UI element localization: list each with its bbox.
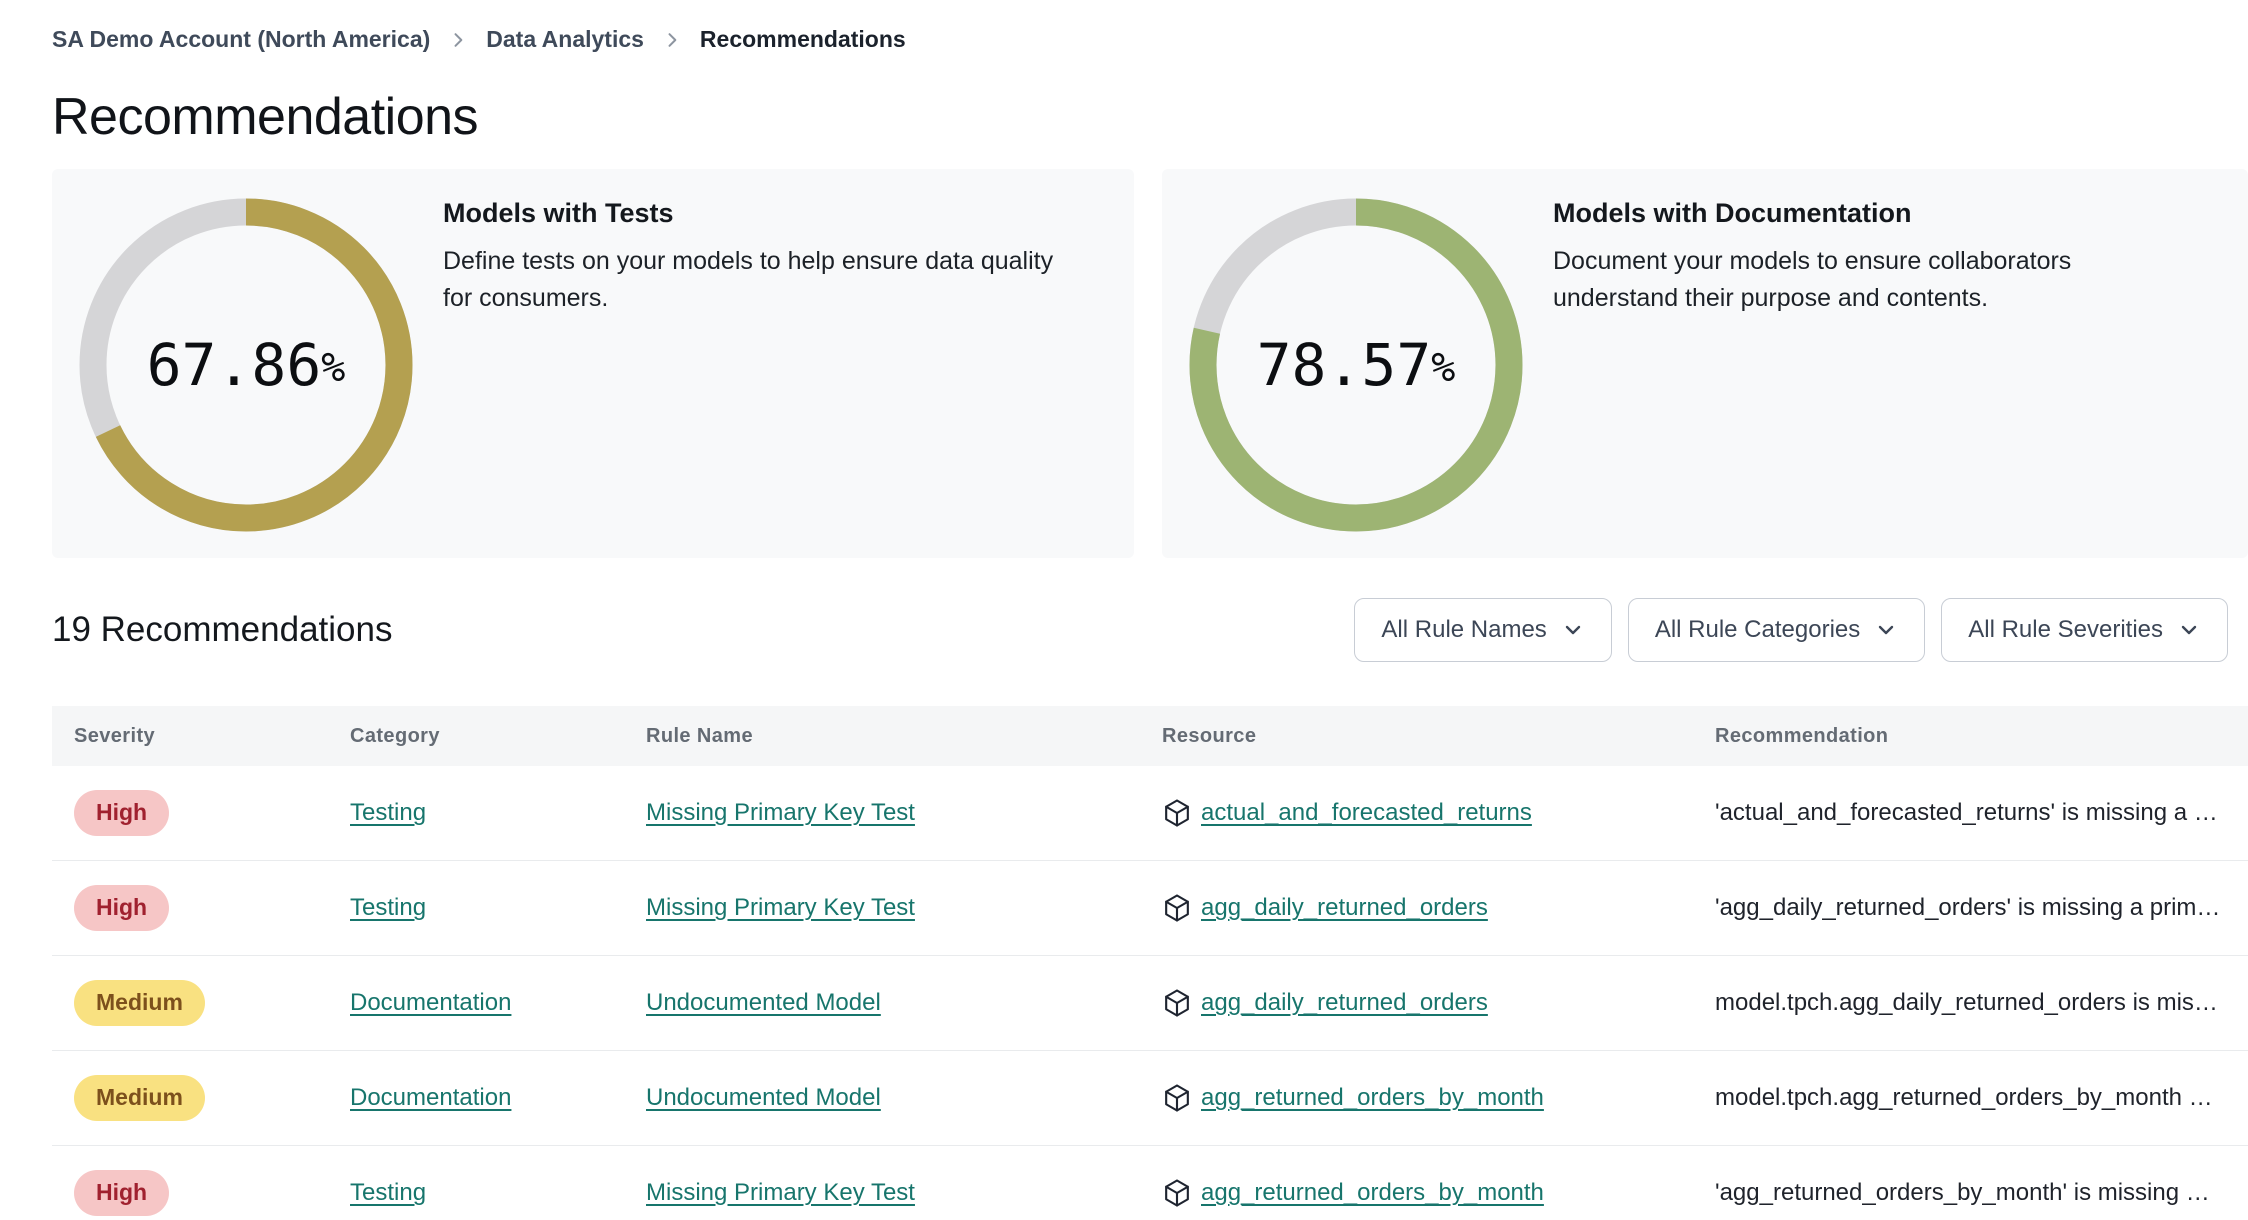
- category-link[interactable]: Testing: [350, 894, 427, 921]
- severity-badge: High: [74, 790, 170, 836]
- documentation-donut-chart: 78.57%: [1186, 195, 1526, 535]
- page-title: Recommendations: [52, 88, 479, 146]
- metric-card-models-with-documentation: 78.57% Models with Documentation Documen…: [1162, 169, 2248, 558]
- chevron-right-icon: [448, 30, 468, 50]
- rule-severities-filter-dropdown[interactable]: All Rule Severities: [1941, 598, 2228, 662]
- column-header-resource: Resource: [1162, 724, 1257, 747]
- tests-donut-chart: 67.86%: [76, 195, 416, 535]
- resource-link[interactable]: agg_returned_orders_by_month: [1201, 1084, 1544, 1111]
- rule-name-link[interactable]: Missing Primary Key Test: [646, 799, 915, 826]
- chevron-down-icon: [1879, 625, 1894, 635]
- card-title-models-with-documentation: Models with Documentation: [1553, 198, 1912, 228]
- card-description: Document your models to ensure collabora…: [1553, 247, 2072, 312]
- rule-name-link[interactable]: Missing Primary Key Test: [646, 1179, 915, 1206]
- breadcrumb: SA Demo Account (North America) Data Ana…: [52, 0, 2248, 53]
- column-header-severity: Severity: [74, 724, 156, 747]
- resource-link[interactable]: actual_and_forecasted_returns: [1201, 799, 1532, 826]
- rule-categories-filter-dropdown[interactable]: All Rule Categories: [1627, 598, 1926, 662]
- rule-names-filter-dropdown[interactable]: All Rule Names: [1354, 598, 1612, 662]
- model-cube-icon: [1165, 1084, 1189, 1112]
- chevron-down-icon: [2181, 625, 2197, 635]
- column-header-category: Category: [350, 724, 440, 747]
- recommendation-text: 'actual_and_forecasted_returns' is missi…: [1715, 799, 2218, 826]
- card-description: Define tests on your models to help ensu…: [443, 247, 1054, 312]
- category-link[interactable]: Documentation: [350, 1084, 512, 1111]
- table-body: High Testing Missing Primary Key Test actua…: [52, 766, 2248, 1220]
- card-title-models-with-tests: Models with Tests: [443, 198, 674, 228]
- category-link[interactable]: Documentation: [350, 989, 512, 1016]
- severity-badge: Medium: [74, 980, 205, 1026]
- column-header-recommendation: Recommendation: [1715, 724, 1889, 747]
- resource-link[interactable]: agg_returned_orders_by_month: [1201, 1179, 1544, 1206]
- category-link[interactable]: Testing: [350, 799, 427, 826]
- tests-percentage: 67.86%: [146, 331, 346, 399]
- model-cube-icon: [1165, 894, 1189, 922]
- chevron-down-icon: [1565, 625, 1581, 635]
- severity-badge: High: [74, 885, 170, 931]
- model-cube-icon: [1165, 799, 1189, 827]
- table-row: High Testing Missing Primary Key Test agg_d…: [52, 861, 2248, 956]
- recommendation-text: 'agg_daily_returned_orders' is missing a…: [1715, 894, 2221, 921]
- category-link[interactable]: Testing: [350, 1179, 427, 1206]
- breadcrumb-current: Recommendations: [699, 26, 906, 52]
- resource-link[interactable]: agg_daily_returned_orders: [1201, 894, 1488, 921]
- table-row: Medium Documentation Undocumented Model agg…: [52, 1051, 2248, 1146]
- recommendation-text: 'agg_returned_orders_by_month' is missin…: [1715, 1179, 2210, 1206]
- severity-badge: High: [74, 1170, 170, 1216]
- documentation-percentage: 78.57%: [1256, 331, 1456, 399]
- metric-cards: 67.86% Models with Tests Define tests on…: [52, 169, 2248, 558]
- table-row: Medium Documentation Undocumented Model agg…: [52, 956, 2248, 1051]
- rule-name-link[interactable]: Undocumented Model: [646, 989, 881, 1016]
- recommendations-count-title: 19 Recommendations: [52, 610, 393, 649]
- severity-badge: Medium: [74, 1075, 205, 1121]
- resource-link[interactable]: agg_daily_returned_orders: [1201, 989, 1488, 1016]
- breadcrumb-project-link[interactable]: Data Analytics: [486, 26, 644, 52]
- table-header-row: Severity Category Rule Name Resource Rec…: [52, 706, 2248, 766]
- breadcrumb-account-link[interactable]: SA Demo Account (North America): [52, 26, 431, 52]
- rule-name-link[interactable]: Undocumented Model: [646, 1084, 881, 1111]
- chevron-right-icon: [662, 30, 682, 50]
- table-row: High Testing Missing Primary Key Test agg_r…: [52, 1146, 2248, 1220]
- column-header-rule-name: Rule Name: [646, 724, 753, 747]
- recommendation-text: model.tpch.agg_returned_orders_by_month …: [1715, 1084, 2213, 1111]
- rule-name-link[interactable]: Missing Primary Key Test: [646, 894, 915, 921]
- table-row: High Testing Missing Primary Key Test actua…: [52, 766, 2248, 861]
- recommendation-text: model.tpch.agg_daily_returned_orders is …: [1715, 989, 2218, 1016]
- recommendations-table: Severity Category Rule Name Resource Rec…: [52, 706, 2248, 1220]
- model-cube-icon: [1165, 1179, 1189, 1207]
- metric-card-models-with-tests: 67.86% Models with Tests Define tests on…: [52, 169, 1134, 558]
- filter-bar: All Rule Names All Rule Categories All R…: [1354, 598, 2228, 662]
- recommendations-section-header: 19 Recommendations All Rule Names All Ru…: [52, 598, 2248, 662]
- model-cube-icon: [1165, 989, 1189, 1017]
